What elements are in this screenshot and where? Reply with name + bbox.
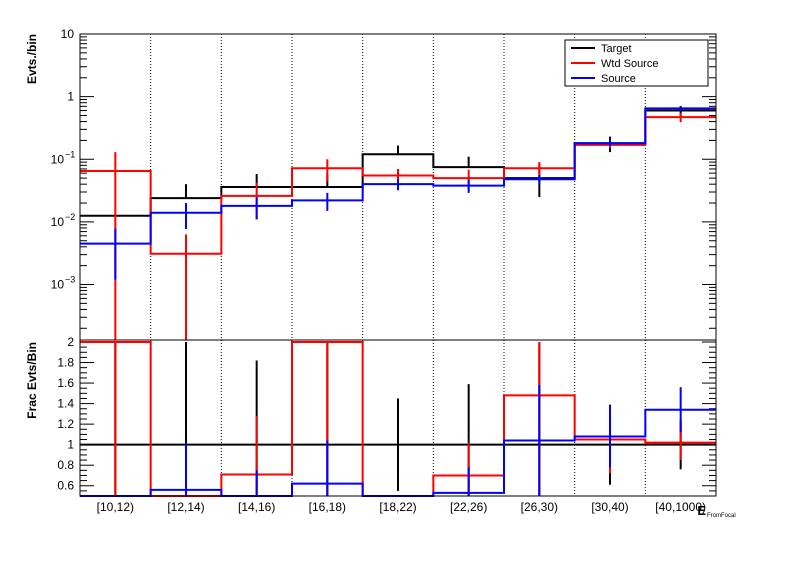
legend: Target Wtd Source Source	[564, 39, 709, 87]
top-y-tick-label: 10	[51, 215, 65, 229]
x-tick-label: [40,1000)	[655, 500, 706, 514]
x-tick-label: [18,22)	[379, 500, 416, 514]
top-y-tick-label: 1	[67, 90, 74, 104]
top-y-tick-exponent: −2	[65, 212, 75, 222]
top-y-tick-exponent: −1	[65, 149, 75, 159]
series-line-source	[80, 107, 716, 245]
top-y-tick-label: 10	[51, 278, 65, 292]
bottom-y-tick-label: 0.6	[57, 479, 74, 493]
bottom-y-axis-label: Frac Evts/Bin	[25, 342, 39, 419]
bottom-y-tick-label: 1.4	[57, 397, 74, 411]
top-y-tick-label: 10	[61, 27, 75, 41]
bottom-y-tick-label: 1.6	[57, 376, 74, 390]
legend-entry-label: Source	[601, 73, 636, 85]
bottom-y-tick-label: 1.8	[57, 356, 74, 370]
x-tick-label: [12,14)	[167, 500, 204, 514]
legend-entry-label: Target	[601, 43, 632, 55]
top-y-axis-label: Evts./bin	[25, 34, 39, 84]
bottom-y-tick-label: 0.8	[57, 458, 74, 472]
bottom-y-tick-label: 1	[67, 438, 74, 452]
series-line-wtd-source	[80, 116, 716, 255]
top-y-tick-label: 10	[51, 152, 65, 166]
top-y-tick-exponent: −3	[65, 275, 75, 285]
x-tick-label: [26,30)	[521, 500, 558, 514]
x-axis-label-subscript: FromFocal	[707, 513, 736, 519]
x-tick-label: [16,18)	[309, 500, 346, 514]
bottom-panel: 0.6 0.8 1 1.2 1.4 1.6 1.8 2 Frac Evts/Bin [10,12)…	[25, 335, 736, 519]
legend-entry-label: Wtd Source	[601, 58, 658, 70]
x-tick-label: [22,26)	[450, 500, 487, 514]
x-tick-label: [14,16)	[238, 500, 275, 514]
x-axis-label: E	[697, 503, 706, 518]
bottom-y-tick-label: 2	[67, 335, 74, 349]
bottom-plot-frame	[79, 339, 717, 497]
x-tick-label: [10,12)	[97, 500, 134, 514]
bottom-y-tick-label: 1.2	[57, 417, 74, 431]
x-tick-label: [30,40)	[591, 500, 628, 514]
